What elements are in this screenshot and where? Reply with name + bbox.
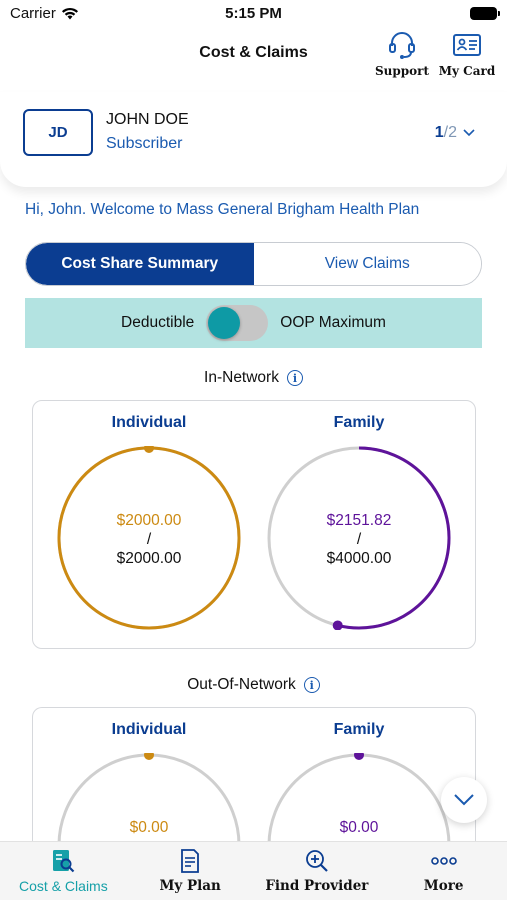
document-icon xyxy=(181,849,200,873)
in-individual-progress-ring xyxy=(57,446,241,630)
carrier-label: Carrier xyxy=(10,5,56,22)
in-family-label: Family xyxy=(333,414,385,431)
ring-progress-arc xyxy=(57,446,241,630)
tab-cost-share-summary[interactable]: Cost Share Summary xyxy=(26,243,254,285)
tab-cost-claims[interactable]: Cost & Claims xyxy=(0,842,127,900)
scroll-down-button[interactable] xyxy=(441,777,487,823)
support-button[interactable]: Support xyxy=(367,30,437,78)
wifi-icon xyxy=(61,7,78,20)
out-network-heading: Out-Of-Network i xyxy=(0,676,507,694)
app-header: Cost & Claims Support My Card xyxy=(0,30,507,90)
tab-cost-claims-label: Cost & Claims xyxy=(19,878,108,894)
member-total: /2 xyxy=(443,124,457,141)
more-dots-icon xyxy=(430,857,457,865)
clock: 5:15 PM xyxy=(225,5,282,22)
in-individual-separator: / xyxy=(146,531,152,548)
id-card-icon xyxy=(453,34,481,56)
member-card: JD JOHN DOE Subscriber 1/2 xyxy=(0,92,507,187)
tab-my-plan-label: My Plan xyxy=(159,878,221,894)
status-bar: Carrier 5:15 PM xyxy=(0,0,507,30)
tab-view-claims[interactable]: View Claims xyxy=(253,243,481,285)
my-card-button[interactable]: My Card xyxy=(432,30,502,78)
search-provider-icon xyxy=(305,850,328,872)
out-family-spent: $0.00 xyxy=(339,819,379,836)
in-individual-label: Individual xyxy=(111,414,187,431)
tab-more-label: More xyxy=(423,878,464,894)
member-switcher[interactable]: 1/2 xyxy=(435,124,475,142)
in-family-amounts: $2151.82 / $4000.00 xyxy=(269,511,449,568)
ring-progress-dot xyxy=(354,753,364,760)
page-title: Cost & Claims xyxy=(199,44,308,61)
deductible-label: Deductible xyxy=(121,314,195,331)
in-network-heading: In-Network i xyxy=(0,369,507,387)
view-switcher: Cost Share Summary View Claims xyxy=(25,242,482,286)
oop-maximum-label: OOP Maximum xyxy=(280,314,386,331)
in-individual-amounts: $2000.00 / $2000.00 xyxy=(59,511,239,568)
bottom-tab-bar: Cost & Claims My Plan Find Provider More xyxy=(0,841,507,900)
ring-progress-dot xyxy=(144,753,154,760)
in-family-spent: $2151.82 xyxy=(326,512,392,529)
chevron-down-icon xyxy=(463,129,475,137)
support-label: Support xyxy=(374,64,430,78)
carrier: Carrier xyxy=(10,5,79,22)
my-card-label: My Card xyxy=(438,64,496,78)
out-network-label: Out-Of-Network xyxy=(187,676,296,693)
in-network-label: In-Network xyxy=(204,369,279,386)
ring-progress-arc xyxy=(337,446,451,630)
out-family-amounts: $0.00 xyxy=(269,818,449,837)
info-icon[interactable]: i xyxy=(303,677,320,693)
headset-icon xyxy=(389,32,415,59)
ring-progress-dot xyxy=(144,446,154,453)
avatar: JD xyxy=(23,109,93,156)
welcome-message: Hi, John. Welcome to Mass General Brigha… xyxy=(25,201,420,218)
in-family-limit: $4000.00 xyxy=(326,550,392,567)
member-current: 1 xyxy=(434,124,444,141)
switch-knob xyxy=(208,307,241,339)
out-individual-label: Individual xyxy=(111,721,187,738)
in-family-progress-ring xyxy=(267,446,451,630)
deductible-oop-toggle-bar: Deductible OOP Maximum xyxy=(25,298,482,348)
tab-more[interactable]: More xyxy=(380,842,507,900)
in-individual-limit: $2000.00 xyxy=(116,550,182,567)
member-role: Subscriber xyxy=(106,135,183,152)
in-family-separator: / xyxy=(356,531,362,548)
ring-progress-dot xyxy=(332,620,343,630)
member-name: JOHN DOE xyxy=(106,111,189,128)
deductible-oop-switch[interactable] xyxy=(206,305,269,341)
battery-icon xyxy=(470,7,500,20)
out-family-label: Family xyxy=(333,721,385,738)
claims-icon xyxy=(53,850,75,873)
in-network-panel: Individual Family $2000.00 / $2000.00 $2… xyxy=(32,400,476,649)
out-individual-amounts: $0.00 xyxy=(59,818,239,837)
tab-my-plan[interactable]: My Plan xyxy=(127,842,254,900)
in-individual-spent: $2000.00 xyxy=(116,512,182,529)
out-individual-spent: $0.00 xyxy=(129,819,169,836)
tab-find-provider-label: Find Provider xyxy=(265,878,369,894)
chevron-down-icon xyxy=(454,794,474,806)
info-icon[interactable]: i xyxy=(286,370,303,386)
tab-find-provider[interactable]: Find Provider xyxy=(254,842,381,900)
